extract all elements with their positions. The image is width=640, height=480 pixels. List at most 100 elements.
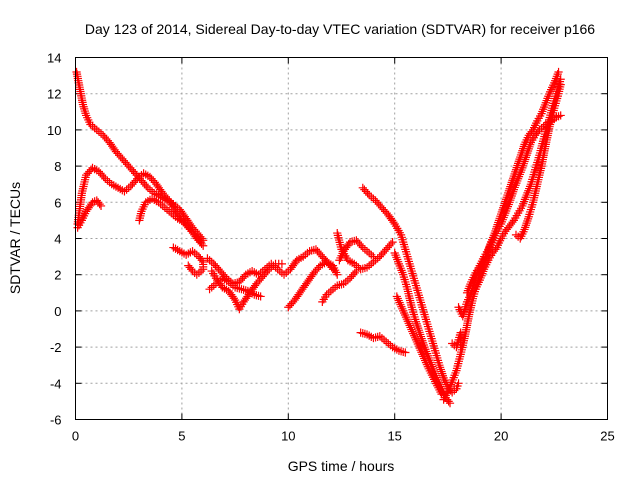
data-point <box>96 201 106 211</box>
data-point <box>556 111 565 120</box>
x-tick-label: 5 <box>178 429 185 444</box>
data-point <box>313 247 322 256</box>
y-tick-label: 10 <box>47 123 61 138</box>
data-point <box>556 80 565 89</box>
x-tick-label: 0 <box>72 429 79 444</box>
data-point <box>287 299 296 308</box>
grid <box>75 57 608 420</box>
data-point <box>316 250 325 259</box>
data-series <box>454 261 484 321</box>
data-point <box>349 270 358 279</box>
data-point <box>277 259 287 268</box>
data-series <box>511 80 565 243</box>
data-point <box>256 292 265 301</box>
data-series <box>135 194 208 250</box>
data-point <box>380 247 389 256</box>
data-point <box>454 379 463 388</box>
data-point <box>401 348 410 357</box>
x-tick-label: 20 <box>494 429 508 444</box>
data-point <box>100 133 109 142</box>
data-point <box>149 176 158 185</box>
y-tick-label: -2 <box>50 340 62 355</box>
data-point <box>199 241 208 250</box>
chart-title: Day 123 of 2014, Sidereal Day-to-day VTE… <box>85 21 595 37</box>
data-point <box>260 270 269 279</box>
data-series <box>392 292 446 399</box>
data-point <box>350 268 359 277</box>
data-point <box>383 243 392 252</box>
data-point <box>379 205 388 214</box>
data-point <box>376 201 385 211</box>
data-point <box>377 203 387 212</box>
data-point <box>374 200 383 209</box>
data-point <box>333 270 342 279</box>
data-point <box>318 252 327 261</box>
data-point <box>382 245 391 254</box>
data-point <box>140 180 149 189</box>
y-tick-label: 12 <box>47 87 61 102</box>
data-point <box>386 239 396 249</box>
data-point <box>554 67 563 77</box>
data-point <box>437 390 446 399</box>
data-point <box>99 172 108 182</box>
data-point <box>445 399 455 408</box>
data-point <box>126 163 135 173</box>
data-series <box>284 257 342 312</box>
data-series <box>169 243 208 279</box>
data-point <box>102 134 111 144</box>
data-point <box>142 181 151 191</box>
y-tick-label: -6 <box>50 413 62 428</box>
y-tick-label: -4 <box>50 376 62 391</box>
data-point <box>124 162 133 171</box>
data-series <box>205 274 265 301</box>
data-point <box>369 252 378 261</box>
data-point <box>381 207 390 216</box>
data-series <box>358 183 463 397</box>
y-tick-label: 4 <box>54 232 61 247</box>
data-point <box>388 238 397 247</box>
data-point <box>123 160 132 169</box>
data-point <box>353 238 363 247</box>
data-point <box>128 180 137 189</box>
data-point <box>129 178 139 187</box>
data-point <box>255 276 264 285</box>
y-tick-label: 8 <box>54 159 61 174</box>
data-point <box>373 198 382 207</box>
data-point <box>385 241 394 250</box>
data-point <box>378 248 388 258</box>
data-point <box>127 165 136 174</box>
data-series <box>448 328 465 352</box>
data-point <box>377 250 386 259</box>
data-point <box>358 183 367 192</box>
data-point <box>261 268 271 277</box>
data-point <box>475 261 484 270</box>
data-point <box>216 266 225 276</box>
data-point <box>115 151 124 160</box>
data-point <box>312 265 322 274</box>
data-point <box>361 187 371 196</box>
data-point <box>116 152 125 162</box>
data-point <box>284 303 293 312</box>
plot-frame <box>75 57 608 420</box>
data-point <box>129 167 138 176</box>
data-point <box>347 272 356 281</box>
x-tick-label: 15 <box>387 429 401 444</box>
data-point <box>86 165 96 174</box>
x-tick-label: 10 <box>281 429 295 444</box>
data-point <box>214 265 223 274</box>
data-point <box>98 171 107 180</box>
data-point <box>184 261 193 270</box>
x-tick-label: 25 <box>600 429 614 444</box>
data-point <box>238 274 247 283</box>
x-axis-title: GPS time / hours <box>288 458 395 474</box>
data-point <box>212 263 222 272</box>
data-point <box>121 158 130 167</box>
data-point <box>360 185 369 194</box>
data-points <box>72 67 565 408</box>
data-series <box>335 236 378 265</box>
data-series <box>318 266 361 306</box>
data-point <box>211 261 220 270</box>
y-tick-label: 14 <box>47 51 61 66</box>
data-series <box>207 259 287 314</box>
